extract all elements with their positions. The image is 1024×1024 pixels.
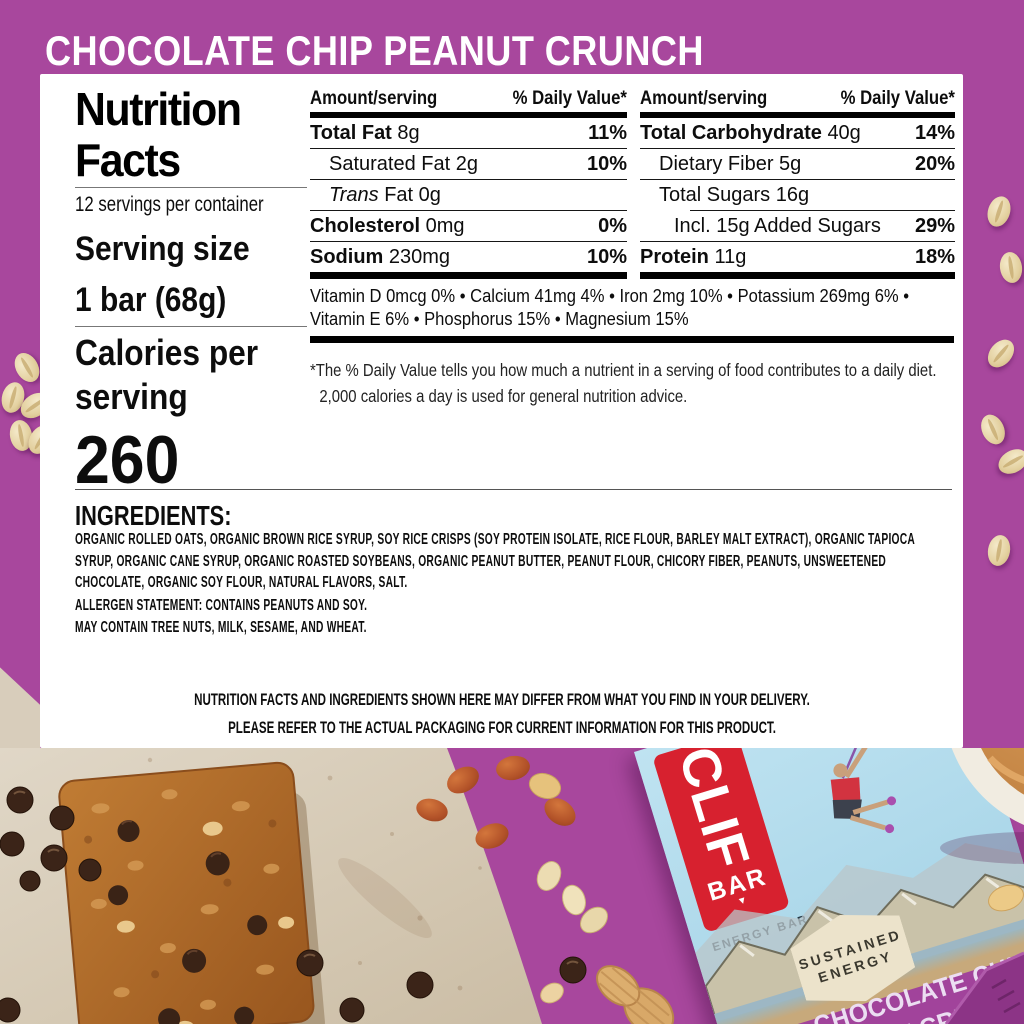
chocolate-chips-on-bar [108, 820, 268, 1024]
amount-header: Amount/serving [640, 88, 768, 109]
nutrient-row-sodium: Sodium 230mg 10% [310, 246, 627, 268]
chocolate-chips [0, 786, 587, 1023]
oat-flake [994, 444, 1024, 479]
daily-value-header: % Daily Value* [840, 88, 955, 109]
column-header: Amount/serving % Daily Value* [640, 88, 955, 110]
serving-size-label: Serving size [75, 230, 250, 268]
ingredients-text: ORGANIC ROLLED OATS, ORGANIC BROWN RICE … [75, 531, 915, 591]
nutrient-row-saturated-fat: Saturated Fat 2g 10% [329, 153, 627, 175]
daily-value-header: % Daily Value* [512, 88, 627, 109]
divider [690, 210, 955, 211]
divider [310, 241, 627, 242]
allergen-line: ALLERGEN STATEMENT: CONTAINS PEANUTS AND… [75, 597, 368, 614]
thick-bar [640, 112, 955, 118]
oat-flake [997, 250, 1024, 285]
climber-illustration [830, 748, 897, 834]
clif-package: CLIF BAR ▼ ENERGY BAR SU [634, 748, 1024, 1024]
oat-flake [985, 533, 1013, 568]
thick-bar [310, 336, 954, 343]
divider [640, 241, 955, 242]
peanuts [416, 755, 576, 1004]
nutrient-row-trans-fat: Trans Fat 0g [329, 184, 441, 206]
packaging-disclaimer: NUTRITION FACTS AND INGREDIENTS SHOWN HE… [193, 690, 810, 737]
servings-per-container: 12 servings per container [75, 193, 264, 216]
divider [640, 148, 955, 149]
calories-value: 260 [75, 422, 180, 498]
nutrition-label-panel: Nutrition Facts 12 servings per containe… [40, 74, 963, 748]
divider [75, 187, 307, 188]
oat-flakes [536, 861, 608, 934]
nutrient-row-total-fat: Total Fat 8g 11% [310, 122, 627, 144]
divider [310, 148, 627, 149]
thick-bar [310, 112, 627, 118]
stone-slab-corner [0, 667, 40, 748]
product-photo: CLIF BAR ▼ ENERGY BAR SU [0, 748, 1024, 1024]
granola-bar [58, 761, 315, 1024]
thick-bar [310, 272, 627, 279]
allergen-statement: ALLERGEN STATEMENT: CONTAINS PEANUTS AND… [75, 595, 953, 639]
clif-brand-text: CLIF [667, 748, 761, 877]
allergen-line: MAY CONTAIN TREE NUTS, MILK, SESAME, AND… [75, 619, 367, 636]
nutrient-row-protein: Protein 11g 18% [640, 246, 955, 268]
product-flavor-title: CHOCOLATE CHIP PEANUT CRUNCH [45, 27, 704, 74]
thick-bar [640, 272, 955, 279]
ingredients-heading: INGREDIENTS: [75, 500, 232, 531]
nutrient-row-total-carbohydrate: Total Carbohydrate 40g 14% [640, 122, 955, 144]
serving-size-value: 1 bar (68g) [75, 281, 227, 319]
divider [75, 326, 307, 327]
serving-size: Serving size 1 bar (68g) [75, 224, 339, 326]
nutrition-facts-heading: Nutrition Facts [75, 83, 242, 186]
calories-label: Calories per serving [75, 332, 259, 417]
micronutrients: Vitamin D 0mcg 0% • Calcium 41mg 4% • Ir… [310, 286, 910, 329]
column-header: Amount/serving % Daily Value* [310, 88, 627, 110]
photo-base-layer [0, 748, 608, 1024]
amount-header: Amount/serving [310, 88, 438, 109]
oat-flake [982, 334, 1020, 373]
divider [75, 489, 952, 490]
divider [310, 179, 627, 180]
oat-flake [983, 193, 1015, 230]
nutrient-row-cholesterol: Cholesterol 0mg 0% [310, 215, 627, 237]
oat-flake [976, 410, 1010, 449]
divider [640, 179, 955, 180]
daily-value-footnote: *The % Daily Value tells you how much a … [310, 360, 937, 406]
nutrition-summary-column: Nutrition Facts 12 servings per containe… [75, 74, 307, 748]
divider [310, 210, 627, 211]
nutrient-row-dietary-fiber: Dietary Fiber 5g 20% [659, 153, 955, 175]
nutrient-row-total-sugars: Total Sugars 16g [659, 184, 810, 206]
nutrient-row-added-sugars: Incl. 15g Added Sugars 29% [674, 215, 955, 237]
